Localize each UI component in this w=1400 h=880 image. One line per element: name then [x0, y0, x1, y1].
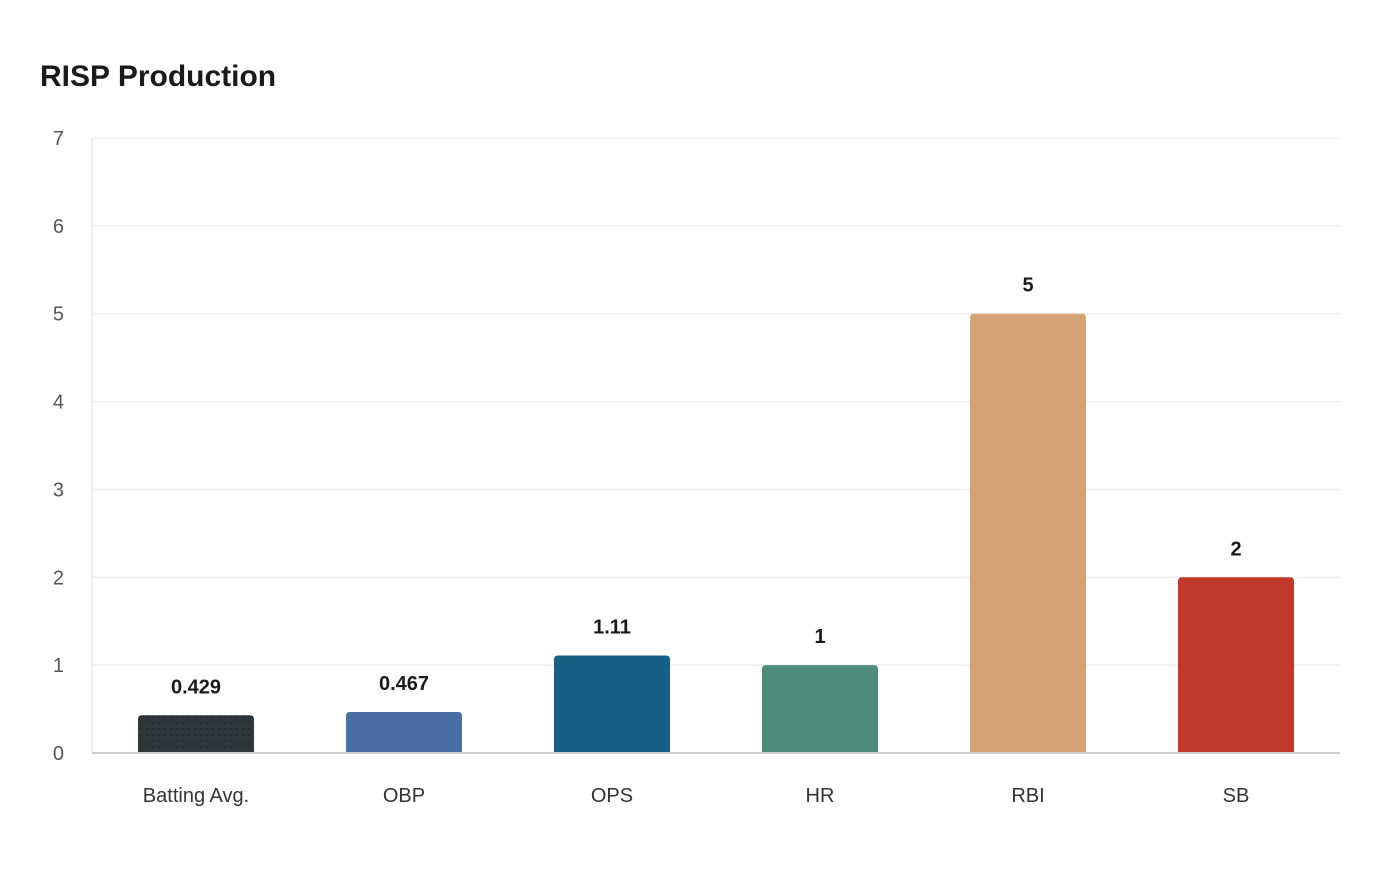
bar-obp — [346, 711, 462, 753]
bar-ops — [554, 655, 670, 753]
y-tick-label: 3 — [53, 479, 64, 501]
chart-title: RISP Production — [40, 60, 277, 93]
data-label: 2 — [1230, 538, 1241, 560]
y-tick-label: 4 — [53, 392, 64, 414]
data-label: 5 — [1022, 275, 1033, 297]
y-tick-label: 7 — [53, 128, 64, 150]
data-label: 1 — [814, 626, 825, 648]
x-tick-label: SB — [1223, 785, 1250, 807]
y-tick-label: 2 — [53, 567, 64, 589]
data-label: 1.11 — [593, 616, 631, 638]
x-tick-label: OPS — [591, 785, 633, 807]
data-label: 0.467 — [379, 673, 429, 695]
x-tick-label: RBI — [1011, 785, 1044, 807]
bar-rbi — [970, 313, 1086, 753]
x-tick-label: OBP — [383, 785, 425, 807]
bar-sb — [1178, 577, 1294, 753]
y-tick-label: 5 — [53, 304, 64, 326]
y-tick-label: 1 — [53, 655, 64, 677]
bar-hr — [762, 665, 878, 753]
bar-pattern — [138, 715, 254, 753]
x-tick-label: Batting Avg. — [143, 785, 249, 807]
data-label: 0.429 — [171, 676, 221, 698]
x-tick-label: HR — [806, 785, 835, 807]
y-tick-label: 0 — [53, 743, 64, 765]
y-tick-label: 6 — [53, 216, 64, 238]
